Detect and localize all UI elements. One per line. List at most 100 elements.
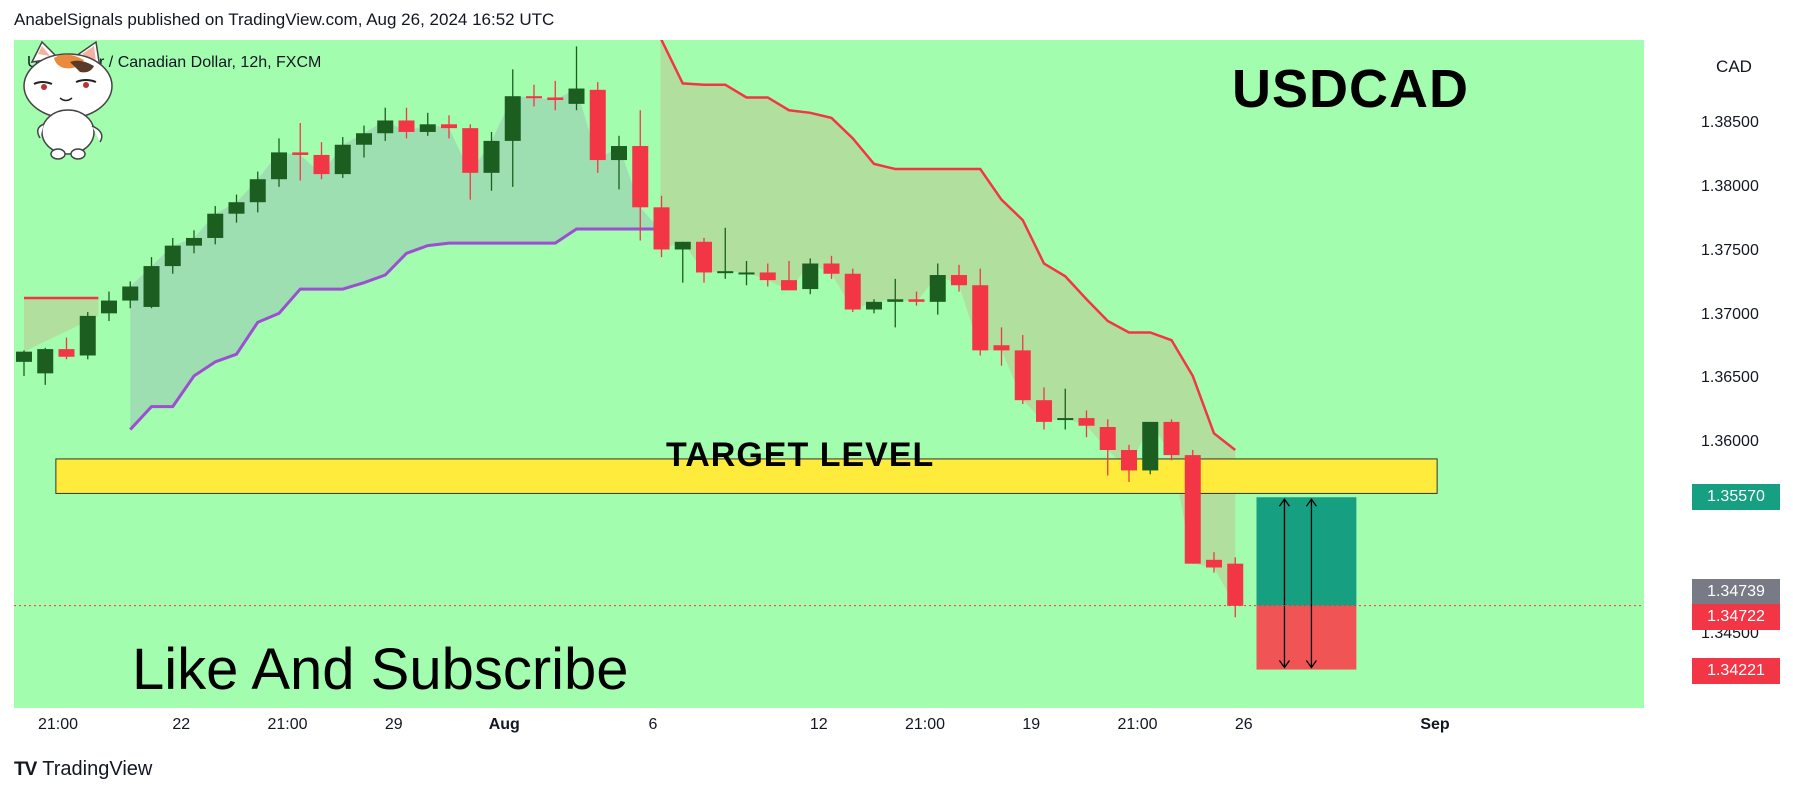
- time-axis[interactable]: 21:00 22 21:00 29 Aug 6 12 21:00 19 21:00 26 Sep: [14, 708, 1644, 738]
- target-zone: [55, 458, 1438, 494]
- candle-body: [823, 263, 840, 274]
- candle-body: [462, 128, 479, 173]
- time-tick-label: 19: [1022, 716, 1041, 733]
- candle-body: [419, 124, 436, 132]
- candle-body: [16, 351, 32, 362]
- candle-body: [377, 120, 394, 134]
- candle-body: [1078, 418, 1095, 426]
- candle-body: [58, 349, 75, 357]
- candle-body: [632, 146, 649, 208]
- time-tick-label: Sep: [1420, 716, 1450, 733]
- candle-body: [1163, 421, 1180, 456]
- time-tick-label: Aug: [488, 716, 520, 733]
- time-tick-label: 21:00: [1117, 716, 1158, 733]
- time-tick-label: 21:00: [37, 716, 79, 733]
- candle-body: [738, 272, 755, 275]
- candle-body: [441, 124, 457, 129]
- early-trend-fill: [24, 298, 99, 352]
- candles-group: [16, 46, 1244, 618]
- candle-body: [611, 146, 627, 161]
- time-tick-label: 29: [384, 716, 403, 733]
- candle-body: [887, 299, 904, 302]
- candle-body: [568, 88, 585, 104]
- candle-body: [908, 299, 925, 302]
- tradingview-logo[interactable]: TV TradingView: [14, 758, 152, 781]
- candle-body: [759, 272, 776, 281]
- candle-body: [79, 315, 96, 356]
- candle-body: [271, 152, 287, 180]
- measure-arrow-head-bottom-0: [1278, 660, 1290, 669]
- candle-body: [993, 345, 1010, 351]
- promo-text: Like And Subscribe: [132, 637, 629, 702]
- price-tick-label: 1.38000: [1701, 177, 1759, 195]
- candle-body: [164, 245, 181, 267]
- supertrend-down-line: [660, 40, 1237, 451]
- candle-body: [653, 207, 670, 250]
- price-tick-label: 1.36000: [1701, 433, 1759, 451]
- take-profit-zone: [1256, 497, 1357, 606]
- candle-body: [972, 285, 989, 351]
- time-tick-label: 21:00: [904, 716, 946, 733]
- prev-close-badge: 1.34739: [1692, 579, 1780, 606]
- measure-arrow-head-top-0: [1278, 498, 1290, 507]
- time-tick-label: 21:00: [267, 716, 308, 733]
- publish-info: AnabelSignals published on TradingView.c…: [14, 10, 555, 29]
- time-tick-label: 22: [172, 716, 191, 733]
- candle-body: [292, 152, 309, 155]
- candle-body: [398, 120, 415, 132]
- candle-body: [781, 280, 797, 291]
- candle-body: [122, 286, 139, 301]
- candle-body: [334, 144, 351, 175]
- cat-mascot-icon: [23, 40, 113, 160]
- candle-body: [951, 275, 967, 286]
- supertrend-up-line: [129, 227, 660, 431]
- price-axis[interactable]: 1.38500 1.38000 1.37500 1.37000 1.36500 1.360…: [1644, 40, 1793, 708]
- time-tick-label: 6: [648, 716, 658, 733]
- candle-body: [802, 263, 819, 290]
- candle-body: [547, 97, 564, 101]
- candle-body: [186, 237, 202, 246]
- time-tick-label: 12: [809, 716, 828, 733]
- candle-body: [844, 273, 861, 310]
- measure-arrow-head-top-1: [1305, 498, 1317, 507]
- candle-body: [356, 133, 372, 145]
- price-tick-label: 1.37000: [1701, 305, 1759, 323]
- candle-body: [1057, 418, 1074, 421]
- candle-body: [101, 300, 117, 314]
- candle-body: [526, 96, 542, 99]
- candle-body: [1184, 455, 1201, 564]
- candle-body: [1142, 421, 1159, 471]
- candle-body: [249, 179, 266, 203]
- time-tick-label: 26: [1234, 716, 1253, 733]
- candle-body: [929, 275, 946, 302]
- uptrend-fill: [130, 88, 660, 430]
- measure-arrow-head-bottom-1: [1305, 660, 1317, 669]
- candle-body: [1227, 563, 1244, 606]
- candle-body: [589, 89, 606, 161]
- target-price-badge: 1.35570: [1692, 484, 1780, 511]
- candle-body: [1014, 350, 1031, 401]
- candle-body: [717, 271, 734, 274]
- candle-body: [1099, 427, 1116, 450]
- price-tick-label: 1.38500: [1701, 114, 1759, 132]
- price-tick-label: 1.37500: [1701, 241, 1759, 259]
- downtrend-fill: [660, 40, 1236, 606]
- stop-loss-zone: [1256, 605, 1357, 670]
- stop-price-badge: 1.34221: [1692, 657, 1780, 684]
- price-tick-label: 1.36500: [1701, 369, 1759, 387]
- currency-button[interactable]: CAD: [1698, 48, 1770, 86]
- candle-body: [143, 266, 160, 307]
- tradingview-logo-icon: TV: [14, 758, 37, 780]
- last-price-badge: 1.34722: [1692, 603, 1780, 630]
- candle-body: [313, 154, 330, 175]
- candle-body: [37, 349, 54, 374]
- candle-body: [207, 213, 224, 238]
- candle-body: [504, 96, 521, 141]
- chart-plot-area[interactable]: U.S. Dollar / Canadian Dollar, 12h, FXCM…: [14, 40, 1644, 708]
- candle-body: [1121, 449, 1137, 471]
- candle-body: [228, 202, 245, 214]
- candle-body: [1036, 400, 1052, 422]
- chart-title-overlay: USDCAD: [1232, 59, 1470, 119]
- tradingview-brand-text: TradingView: [42, 758, 153, 780]
- candle-body: [674, 241, 691, 250]
